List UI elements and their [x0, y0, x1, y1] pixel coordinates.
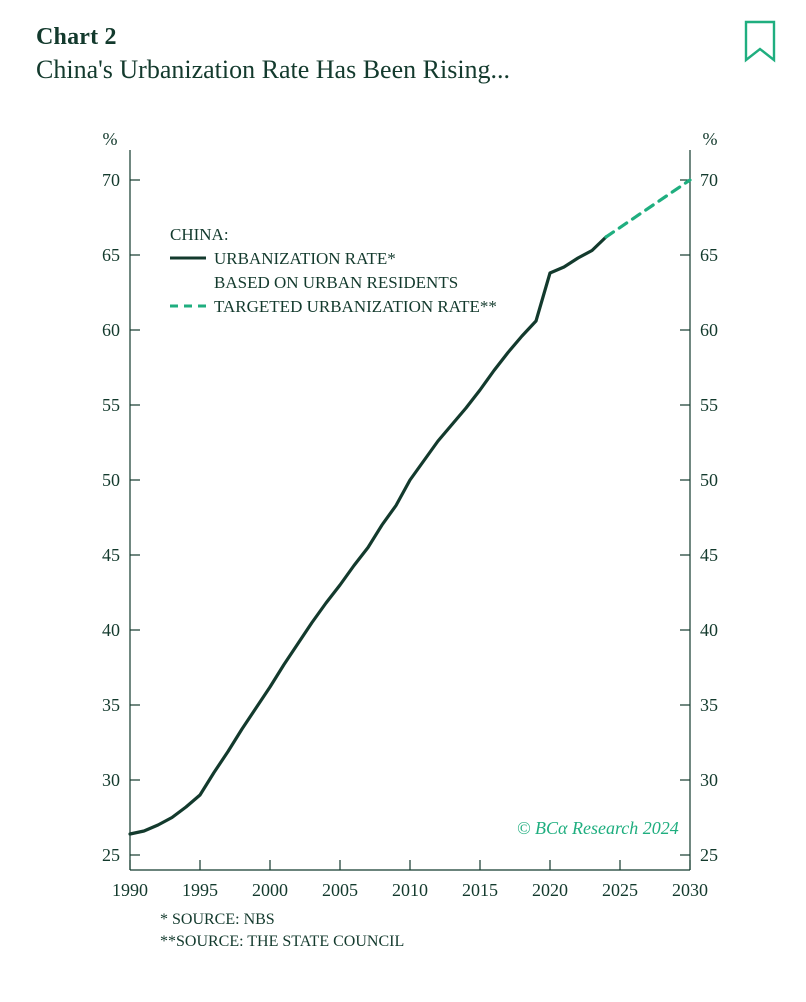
y-tick-label-left: 50 [102, 470, 120, 490]
watermark: © BCα Research 2024 [517, 818, 679, 838]
legend-label: TARGETED URBANIZATION RATE** [214, 297, 497, 316]
x-tick-label: 2025 [602, 880, 638, 900]
y-tick-label-right: 40 [700, 620, 718, 640]
footnote: * SOURCE: NBS [160, 911, 275, 928]
bookmark-icon[interactable] [742, 20, 778, 64]
y-tick-label-right: 60 [700, 320, 718, 340]
legend-label: URBANIZATION RATE* [214, 249, 396, 268]
line-chart: 25 25 30 30 35 35 40 40 45 45 50 50 55 55 60 60 65 65 70 70… [60, 120, 746, 960]
x-tick-label: 2005 [322, 880, 358, 900]
x-tick-label: 2015 [462, 880, 498, 900]
y-unit-label-left: % [103, 129, 118, 149]
y-tick-label-left: 25 [102, 845, 120, 865]
y-tick-label-right: 50 [700, 470, 718, 490]
footnote: **SOURCE: THE STATE COUNCIL [160, 933, 404, 950]
y-tick-label-left: 35 [102, 695, 120, 715]
x-tick-label: 2010 [392, 880, 428, 900]
x-tick-label: 2020 [532, 880, 568, 900]
x-tick-label: 2000 [252, 880, 288, 900]
y-tick-label-left: 65 [102, 245, 120, 265]
x-tick-label: 1990 [112, 880, 148, 900]
y-tick-label-left: 40 [102, 620, 120, 640]
y-tick-label-right: 30 [700, 770, 718, 790]
y-tick-label-left: 60 [102, 320, 120, 340]
chart-title: China's Urbanization Rate Has Been Risin… [36, 55, 726, 85]
y-tick-label-left: 45 [102, 545, 120, 565]
x-tick-label: 1995 [182, 880, 218, 900]
y-unit-label-right: % [703, 129, 718, 149]
y-tick-label-right: 55 [700, 395, 718, 415]
y-tick-label-right: 65 [700, 245, 718, 265]
legend-label: BASED ON URBAN RESIDENTS [214, 273, 458, 292]
series-targeted_rate [606, 180, 690, 237]
y-tick-label-right: 70 [700, 170, 718, 190]
y-tick-label-right: 25 [700, 845, 718, 865]
chart-number: Chart 2 [36, 24, 726, 51]
legend-header: CHINA: [170, 225, 229, 244]
chart-container: 25 25 30 30 35 35 40 40 45 45 50 50 55 55 60 60 65 65 70 70… [60, 120, 746, 960]
x-tick-label: 2030 [672, 880, 708, 900]
y-tick-label-right: 35 [700, 695, 718, 715]
y-tick-label-left: 30 [102, 770, 120, 790]
y-tick-label-left: 70 [102, 170, 120, 190]
y-tick-label-right: 45 [700, 545, 718, 565]
series-urbanization_rate [130, 237, 606, 834]
y-tick-label-left: 55 [102, 395, 120, 415]
